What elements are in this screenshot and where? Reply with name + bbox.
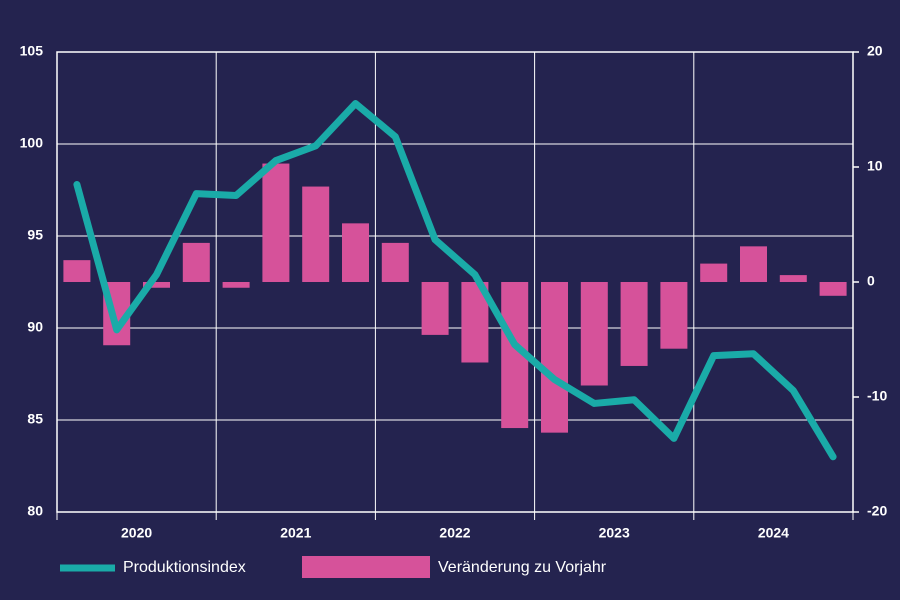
x-tick-label: 2020 <box>121 525 152 541</box>
y-tick-label: 95 <box>27 227 43 243</box>
y-tick-label: 100 <box>20 135 44 151</box>
bar <box>63 260 91 282</box>
y2-tick-label: -20 <box>867 503 887 519</box>
y2-tick-label: -10 <box>867 388 887 404</box>
bar <box>541 282 568 433</box>
y-tick-label: 90 <box>27 319 43 335</box>
bar <box>660 282 688 349</box>
line <box>73 100 837 461</box>
y-tick-label: 105 <box>20 43 44 59</box>
bar <box>421 282 449 335</box>
x-tick-label: 2024 <box>758 525 789 541</box>
y2-tick-label: 10 <box>867 158 883 174</box>
bar <box>143 282 170 288</box>
legend-swatch <box>302 556 430 578</box>
x-tick-label: 2023 <box>599 525 630 541</box>
bar <box>342 223 369 282</box>
x-tick-label: 2021 <box>280 525 311 541</box>
bar <box>819 282 847 296</box>
y-tick-label: 80 <box>27 503 43 519</box>
y2-tick-label: 0 <box>867 273 875 289</box>
bar <box>700 263 728 282</box>
bar <box>222 282 250 288</box>
plot-frame <box>56 51 854 513</box>
bar <box>381 242 409 282</box>
bar <box>182 242 210 282</box>
bar <box>302 186 330 282</box>
x-tick-label: 2022 <box>439 525 470 541</box>
legend-label: Veränderung zu Vorjahr <box>438 559 607 576</box>
y-tick-label: 85 <box>27 411 43 427</box>
bar <box>262 163 290 282</box>
y2-tick-label: 20 <box>867 43 883 59</box>
legend-label: Produktionsindex <box>123 559 246 576</box>
bar <box>779 275 807 282</box>
bar <box>620 282 648 366</box>
bar <box>740 246 767 282</box>
bar <box>580 282 608 386</box>
